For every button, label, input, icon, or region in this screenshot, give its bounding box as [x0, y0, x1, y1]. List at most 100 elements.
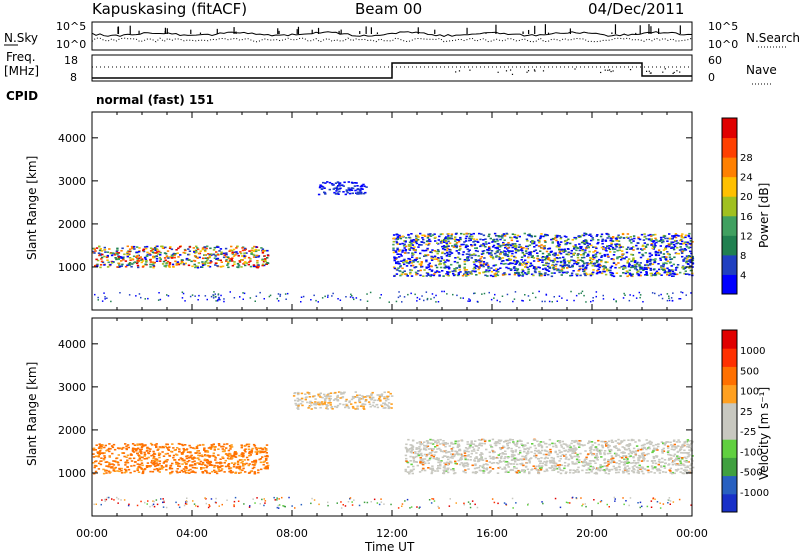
echo-cell [651, 467, 654, 470]
echo-cell [202, 467, 205, 469]
echo-cell [440, 460, 443, 462]
echo-cell [533, 246, 536, 248]
echo-cell [686, 461, 689, 463]
echo-cell [329, 395, 332, 397]
echo-cell [94, 465, 97, 467]
echo-cell [510, 239, 514, 242]
echo-cell [453, 260, 457, 263]
echo-cell [533, 235, 537, 238]
echo-cell [218, 444, 221, 447]
echo-cell [511, 262, 514, 265]
echo-cell [164, 459, 167, 462]
echo-cell [215, 246, 219, 248]
power-colorbar-segment [722, 176, 737, 197]
echo-cell [396, 253, 399, 255]
echo-cell [661, 452, 664, 454]
echo-cell [581, 444, 585, 447]
echo-cell [593, 442, 597, 444]
echo-cell [354, 408, 357, 410]
echo-cell [601, 465, 604, 468]
echo-cell [678, 249, 682, 251]
echo-cell [343, 181, 346, 184]
echo-cell [382, 407, 385, 409]
echo-cell [410, 262, 414, 264]
echo-cell [521, 455, 524, 458]
echo-cell [174, 253, 177, 255]
echo-cell [484, 457, 487, 460]
echo-cell [484, 245, 487, 248]
echo-cell [497, 245, 500, 247]
echo-cell [529, 241, 533, 243]
echo-cell [577, 236, 581, 238]
echo-cell [469, 272, 473, 274]
echo-cell [556, 440, 560, 442]
echo-cell [511, 469, 515, 471]
echo-cell [180, 259, 184, 261]
echo-cell [584, 461, 587, 463]
echo-cell [414, 452, 417, 455]
echo-cell [610, 258, 613, 260]
echo-cell [524, 250, 528, 252]
echo-cell [644, 252, 647, 254]
echo-cell [526, 234, 530, 236]
echo-cell [94, 449, 97, 451]
echo-cell [601, 446, 605, 449]
echo-cell [300, 296, 303, 298]
echo-cell [433, 258, 436, 260]
echo-cell [208, 472, 211, 475]
echo-cell [259, 461, 263, 464]
echo-cell [578, 292, 580, 295]
echo-cell [645, 272, 648, 274]
echo-cell [226, 256, 230, 258]
echo-cell [603, 253, 606, 256]
echo-cell [628, 444, 632, 446]
nave-dot [511, 73, 514, 75]
echo-cell [517, 271, 520, 274]
echo-cell [492, 458, 495, 460]
echo-cell [173, 254, 176, 257]
echo-cell [142, 265, 145, 267]
echo-cell [294, 392, 297, 394]
echo-cell [592, 271, 595, 274]
echo-cell [141, 258, 144, 260]
echo-cell [279, 293, 282, 296]
echo-cell [614, 244, 618, 247]
echo-cell [552, 462, 555, 465]
echo-cell [467, 259, 470, 261]
echo-cell [382, 402, 385, 405]
echo-cell [596, 251, 599, 254]
echo-cell [609, 274, 613, 276]
echo-cell [670, 258, 674, 260]
echo-cell [513, 273, 517, 276]
echo-cell [673, 245, 677, 248]
echo-cell [239, 296, 241, 298]
echo-cell [482, 467, 486, 470]
echo-cell [666, 293, 669, 295]
echo-cell [159, 298, 162, 301]
echo-cell [490, 256, 493, 258]
echo-cell [359, 299, 362, 301]
echo-cell [671, 472, 674, 475]
echo-cell [184, 466, 187, 468]
echo-cell [498, 258, 501, 261]
echo-cell [462, 470, 465, 473]
echo-cell [169, 246, 172, 248]
echo-cell [512, 454, 515, 456]
echo-cell [436, 439, 440, 441]
echo-cell [221, 448, 224, 450]
echo-cell [472, 268, 475, 270]
echo-cell [103, 248, 107, 251]
echo-cell [168, 266, 171, 268]
echo-cell [370, 398, 373, 401]
echo-cell [138, 443, 141, 445]
echo-cell [403, 243, 406, 246]
echo-cell [265, 263, 268, 265]
echo-cell [639, 296, 641, 299]
echo-cell [441, 248, 445, 250]
echo-cell [498, 447, 502, 449]
echo-cell [327, 296, 329, 298]
echo-cell [671, 269, 674, 271]
echo-cell [210, 295, 213, 298]
echo-cell [671, 246, 674, 248]
echo-cell [263, 298, 265, 300]
